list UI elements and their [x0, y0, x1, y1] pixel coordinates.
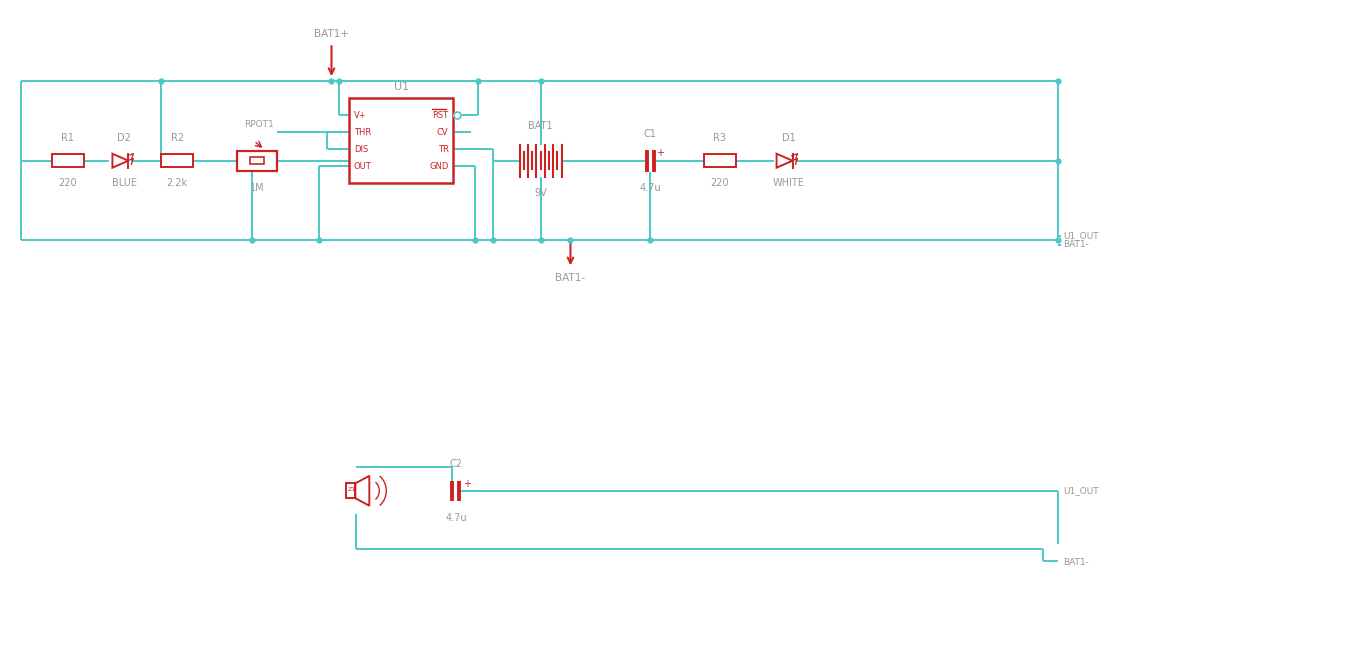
Text: D2: D2	[118, 133, 132, 143]
Text: RST: RST	[433, 111, 449, 120]
Polygon shape	[777, 154, 792, 168]
Text: V+: V+	[354, 111, 366, 120]
Text: +: +	[656, 148, 664, 158]
Polygon shape	[113, 154, 129, 168]
Text: C1: C1	[644, 129, 656, 139]
Text: TR: TR	[438, 145, 449, 154]
Bar	[348, 98, 453, 183]
Text: BAT1-: BAT1-	[556, 273, 586, 283]
Text: C2: C2	[449, 459, 462, 469]
Bar	[161, 154, 193, 167]
Text: WHITE: WHITE	[773, 177, 804, 188]
Bar	[704, 154, 736, 167]
Text: 9V: 9V	[534, 188, 546, 198]
Text: BAT1: BAT1	[529, 121, 553, 131]
Bar	[237, 151, 277, 171]
Bar	[346, 484, 355, 499]
Polygon shape	[355, 476, 369, 506]
Text: CV: CV	[437, 128, 449, 137]
Text: BAT1-: BAT1-	[1063, 240, 1089, 250]
Text: +: +	[462, 479, 471, 489]
Text: D1: D1	[781, 133, 796, 143]
Text: U1_OUT: U1_OUT	[1063, 486, 1098, 495]
Text: 2.2k: 2.2k	[167, 177, 187, 188]
Text: Z1: Z1	[347, 488, 355, 492]
Text: R3: R3	[713, 133, 727, 143]
Text: 220: 220	[711, 177, 730, 188]
Text: U1: U1	[393, 81, 408, 92]
Text: U1_OUT: U1_OUT	[1063, 231, 1098, 240]
Text: DIS: DIS	[354, 145, 367, 154]
Bar	[250, 157, 264, 164]
Text: OUT: OUT	[354, 162, 372, 171]
Bar	[52, 154, 84, 167]
Text: 4.7u: 4.7u	[445, 513, 466, 523]
Text: BAT1-: BAT1-	[1063, 558, 1089, 567]
Text: 1M: 1M	[250, 183, 264, 192]
Text: 220: 220	[58, 177, 77, 188]
Text: RPOT1: RPOT1	[244, 120, 274, 129]
Text: BLUE: BLUE	[113, 177, 137, 188]
Text: R2: R2	[171, 133, 183, 143]
Text: THR: THR	[354, 128, 372, 137]
Text: R1: R1	[61, 133, 75, 143]
Text: GND: GND	[428, 162, 449, 171]
Text: BAT1+: BAT1+	[315, 29, 348, 39]
Text: 4.7u: 4.7u	[639, 183, 660, 192]
